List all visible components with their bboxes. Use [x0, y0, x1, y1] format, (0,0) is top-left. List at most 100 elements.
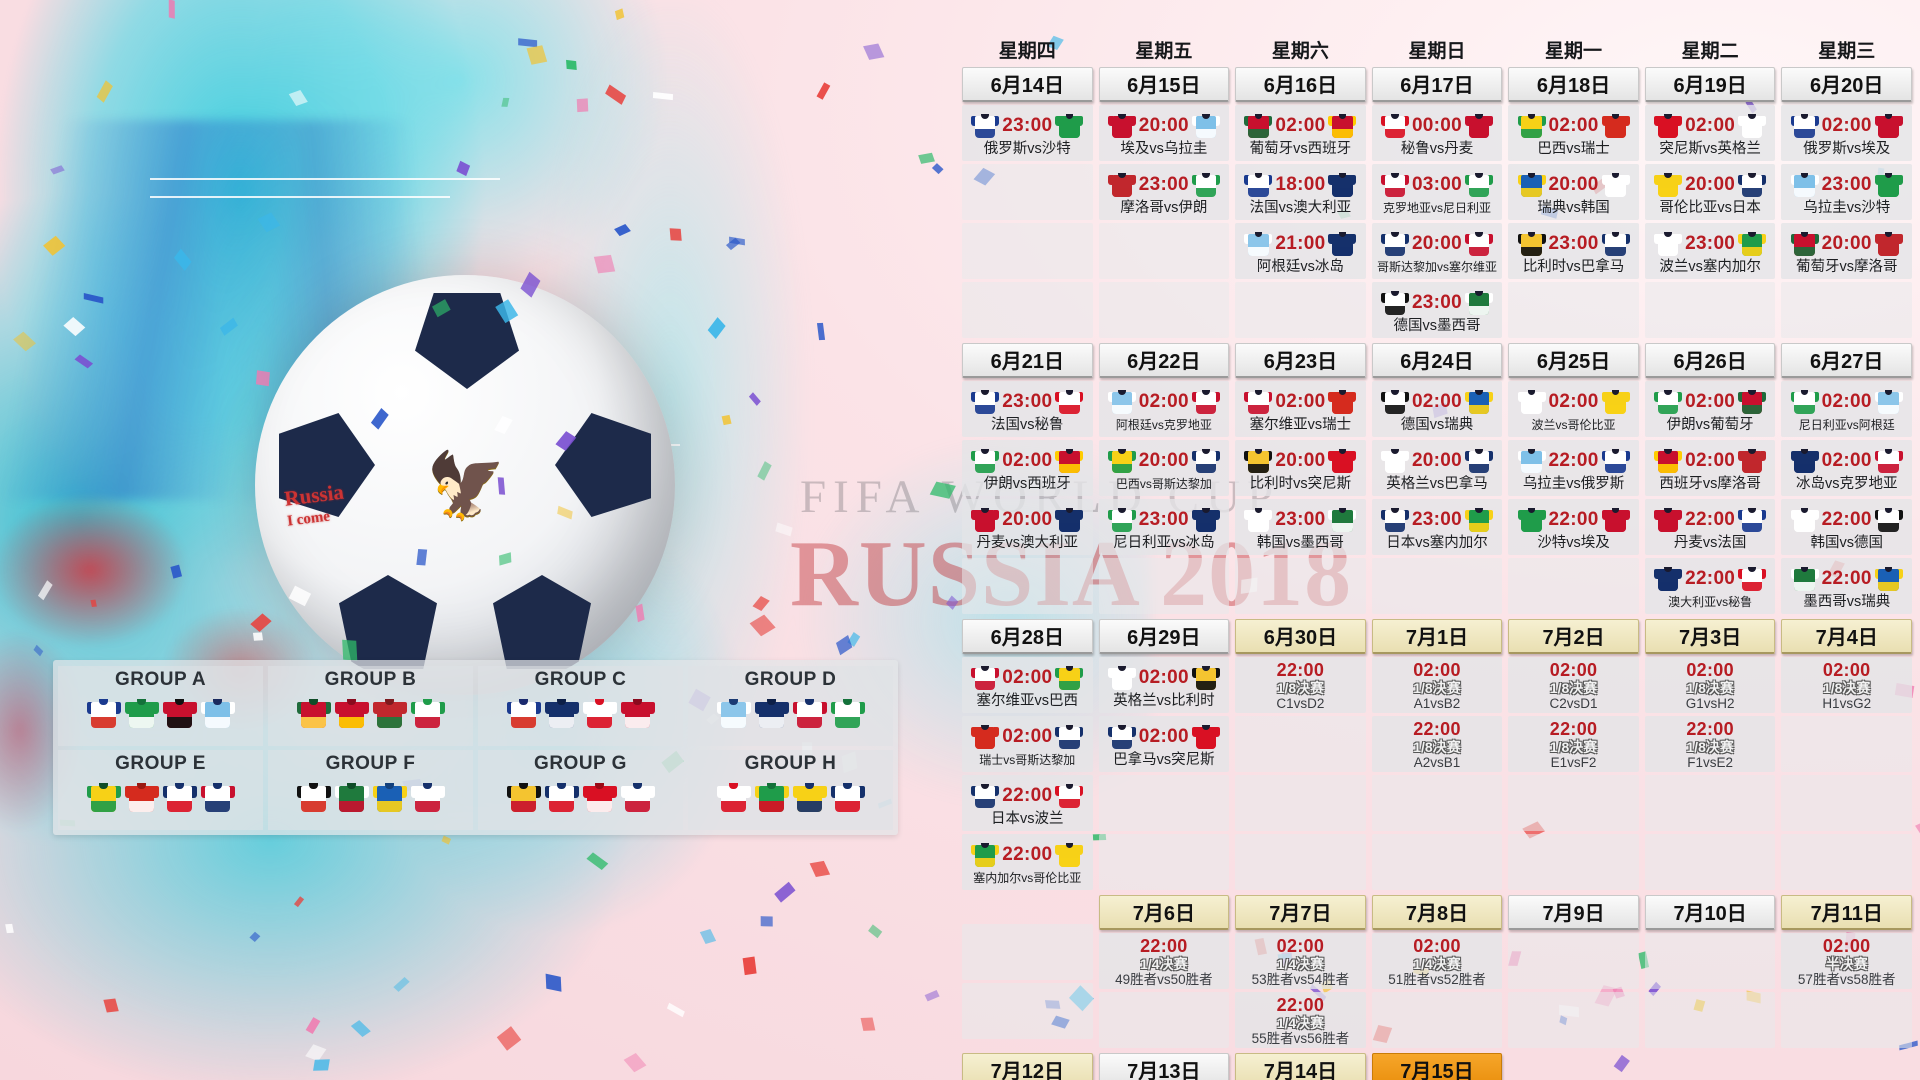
group-team-3[interactable] [162, 696, 197, 735]
date-header-7月12日[interactable]: 7月12日 [962, 1053, 1093, 1080]
knockout-match-cell[interactable]: 22:00 1/4决赛 49胜者vs50胜者 [1098, 933, 1230, 989]
match-cell[interactable]: 23:00 比利时vs巴拿马 [1508, 223, 1639, 279]
group-team-2[interactable] [334, 780, 369, 819]
match-cell[interactable]: 02:00 巴西vs瑞士 [1508, 105, 1639, 161]
group-card-d[interactable]: GROUP D [688, 666, 893, 746]
date-header-7月7日[interactable]: 7月7日 [1235, 895, 1366, 930]
date-header-6月20日[interactable]: 6月20日 [1781, 67, 1912, 102]
date-header-7月13日[interactable]: 7月13日 [1098, 1053, 1230, 1080]
match-cell[interactable]: 02:00 瑞士vs哥斯达黎加 [962, 716, 1093, 772]
date-header-7月3日[interactable]: 7月3日 [1644, 619, 1776, 654]
match-cell[interactable]: 02:00 波兰vs哥伦比亚 [1508, 381, 1639, 437]
match-cell[interactable]: 02:00 俄罗斯vs埃及 [1781, 105, 1912, 161]
knockout-match-cell[interactable]: 02:00 半决赛 57胜者vs58胜者 [1781, 933, 1912, 989]
match-cell[interactable]: 23:00 法国vs秘鲁 [962, 381, 1093, 437]
group-team-4[interactable] [410, 696, 445, 735]
group-team-2[interactable] [754, 780, 789, 819]
match-cell[interactable]: 23:00 尼日利亚vs冰岛 [1098, 499, 1230, 555]
match-cell[interactable]: 22:00 沙特vs埃及 [1508, 499, 1639, 555]
date-header-7月4日[interactable]: 7月4日 [1781, 619, 1912, 654]
group-team-1[interactable] [296, 780, 331, 819]
date-header-7月8日[interactable]: 7月8日 [1371, 895, 1503, 930]
match-cell[interactable]: 02:00 巴拿马vs突尼斯 [1098, 716, 1230, 772]
match-cell[interactable]: 03:00 克罗地亚vs尼日利亚 [1371, 164, 1503, 220]
group-team-3[interactable] [372, 780, 407, 819]
match-cell[interactable]: 02:00 塞尔维亚vs瑞士 [1235, 381, 1366, 437]
match-cell[interactable]: 02:00 英格兰vs比利时 [1098, 657, 1230, 713]
knockout-match-cell[interactable]: 22:00 1/8决赛 F1vsE2 [1644, 716, 1776, 772]
group-card-g[interactable]: GROUP G [478, 750, 683, 830]
group-team-3[interactable] [582, 780, 617, 819]
date-header-6月26日[interactable]: 6月26日 [1644, 343, 1776, 378]
date-header-7月15日[interactable]: 7月15日 [1371, 1053, 1503, 1080]
match-cell[interactable]: 02:00 塞尔维亚vs巴西 [962, 657, 1093, 713]
match-cell[interactable]: 02:00 西班牙vs摩洛哥 [1644, 440, 1776, 496]
date-header-6月29日[interactable]: 6月29日 [1098, 619, 1230, 654]
knockout-match-cell[interactable]: 02:00 1/8决赛 C2vsD1 [1508, 657, 1639, 713]
group-team-3[interactable] [792, 696, 827, 735]
group-team-3[interactable] [792, 780, 827, 819]
group-team-2[interactable] [544, 696, 579, 735]
group-team-4[interactable] [620, 780, 655, 819]
group-team-4[interactable] [830, 696, 865, 735]
date-header-6月23日[interactable]: 6月23日 [1235, 343, 1366, 378]
match-cell[interactable]: 22:00 日本vs波兰 [962, 775, 1093, 831]
group-team-2[interactable] [334, 696, 369, 735]
group-team-1[interactable] [86, 780, 121, 819]
match-cell[interactable]: 02:00 阿根廷vs克罗地亚 [1098, 381, 1230, 437]
knockout-match-cell[interactable]: 22:00 1/8决赛 C1vsD2 [1235, 657, 1366, 713]
group-team-2[interactable] [544, 780, 579, 819]
group-team-2[interactable] [754, 696, 789, 735]
group-team-1[interactable] [86, 696, 121, 735]
date-header-7月11日[interactable]: 7月11日 [1781, 895, 1912, 930]
date-header-7月6日[interactable]: 7月6日 [1098, 895, 1230, 930]
match-cell[interactable]: 20:00 丹麦vs澳大利亚 [962, 499, 1093, 555]
knockout-match-cell[interactable]: 02:00 1/8决赛 H1vsG2 [1781, 657, 1912, 713]
group-card-c[interactable]: GROUP C [478, 666, 683, 746]
knockout-match-cell[interactable]: 02:00 1/8决赛 G1vsH2 [1644, 657, 1776, 713]
match-cell[interactable]: 23:00 德国vs墨西哥 [1371, 282, 1503, 338]
date-header-6月25日[interactable]: 6月25日 [1508, 343, 1639, 378]
group-card-b[interactable]: GROUP B [268, 666, 473, 746]
match-cell[interactable]: 20:00 葡萄牙vs摩洛哥 [1781, 223, 1912, 279]
match-cell[interactable]: 20:00 哥斯达黎加vs塞尔维亚 [1371, 223, 1503, 279]
match-cell[interactable]: 20:00 比利时vs突尼斯 [1235, 440, 1366, 496]
group-card-e[interactable]: GROUP E [58, 750, 263, 830]
match-cell[interactable]: 23:00 乌拉圭vs沙特 [1781, 164, 1912, 220]
group-team-3[interactable] [582, 696, 617, 735]
match-cell[interactable]: 02:00 冰岛vs克罗地亚 [1781, 440, 1912, 496]
knockout-match-cell[interactable]: 02:00 1/4决赛 51胜者vs52胜者 [1371, 933, 1503, 989]
match-cell[interactable]: 02:00 伊朗vs西班牙 [962, 440, 1093, 496]
match-cell[interactable]: 20:00 埃及vs乌拉圭 [1098, 105, 1230, 161]
group-team-4[interactable] [200, 696, 235, 735]
date-header-6月15日[interactable]: 6月15日 [1098, 67, 1230, 102]
date-header-6月30日[interactable]: 6月30日 [1235, 619, 1366, 654]
match-cell[interactable]: 23:00 韩国vs墨西哥 [1235, 499, 1366, 555]
date-header-7月1日[interactable]: 7月1日 [1371, 619, 1503, 654]
date-header-6月17日[interactable]: 6月17日 [1371, 67, 1503, 102]
match-cell[interactable]: 23:00 日本vs塞内加尔 [1371, 499, 1503, 555]
match-cell[interactable]: 22:00 乌拉圭vs俄罗斯 [1508, 440, 1639, 496]
date-header-6月28日[interactable]: 6月28日 [962, 619, 1093, 654]
date-header-7月2日[interactable]: 7月2日 [1508, 619, 1639, 654]
group-team-1[interactable] [296, 696, 331, 735]
match-cell[interactable]: 02:00 葡萄牙vs西班牙 [1235, 105, 1366, 161]
match-cell[interactable]: 23:00 俄罗斯vs沙特 [962, 105, 1093, 161]
match-cell[interactable]: 02:00 突尼斯vs英格兰 [1644, 105, 1776, 161]
match-cell[interactable]: 02:00 尼日利亚vs阿根廷 [1781, 381, 1912, 437]
group-team-1[interactable] [506, 780, 541, 819]
group-team-4[interactable] [830, 780, 865, 819]
match-cell[interactable]: 20:00 英格兰vs巴拿马 [1371, 440, 1503, 496]
knockout-match-cell[interactable]: 22:00 1/8决赛 A2vsB1 [1371, 716, 1503, 772]
group-team-1[interactable] [716, 780, 751, 819]
match-cell[interactable]: 20:00 巴西vs哥斯达黎加 [1098, 440, 1230, 496]
date-header-7月10日[interactable]: 7月10日 [1644, 895, 1776, 930]
date-header-6月24日[interactable]: 6月24日 [1371, 343, 1503, 378]
group-card-f[interactable]: GROUP F [268, 750, 473, 830]
knockout-match-cell[interactable]: 02:00 1/8决赛 A1vsB2 [1371, 657, 1503, 713]
date-header-6月19日[interactable]: 6月19日 [1644, 67, 1776, 102]
match-cell[interactable]: 20:00 哥伦比亚vs日本 [1644, 164, 1776, 220]
group-card-h[interactable]: GROUP H [688, 750, 893, 830]
group-team-4[interactable] [200, 780, 235, 819]
date-header-6月16日[interactable]: 6月16日 [1235, 67, 1366, 102]
